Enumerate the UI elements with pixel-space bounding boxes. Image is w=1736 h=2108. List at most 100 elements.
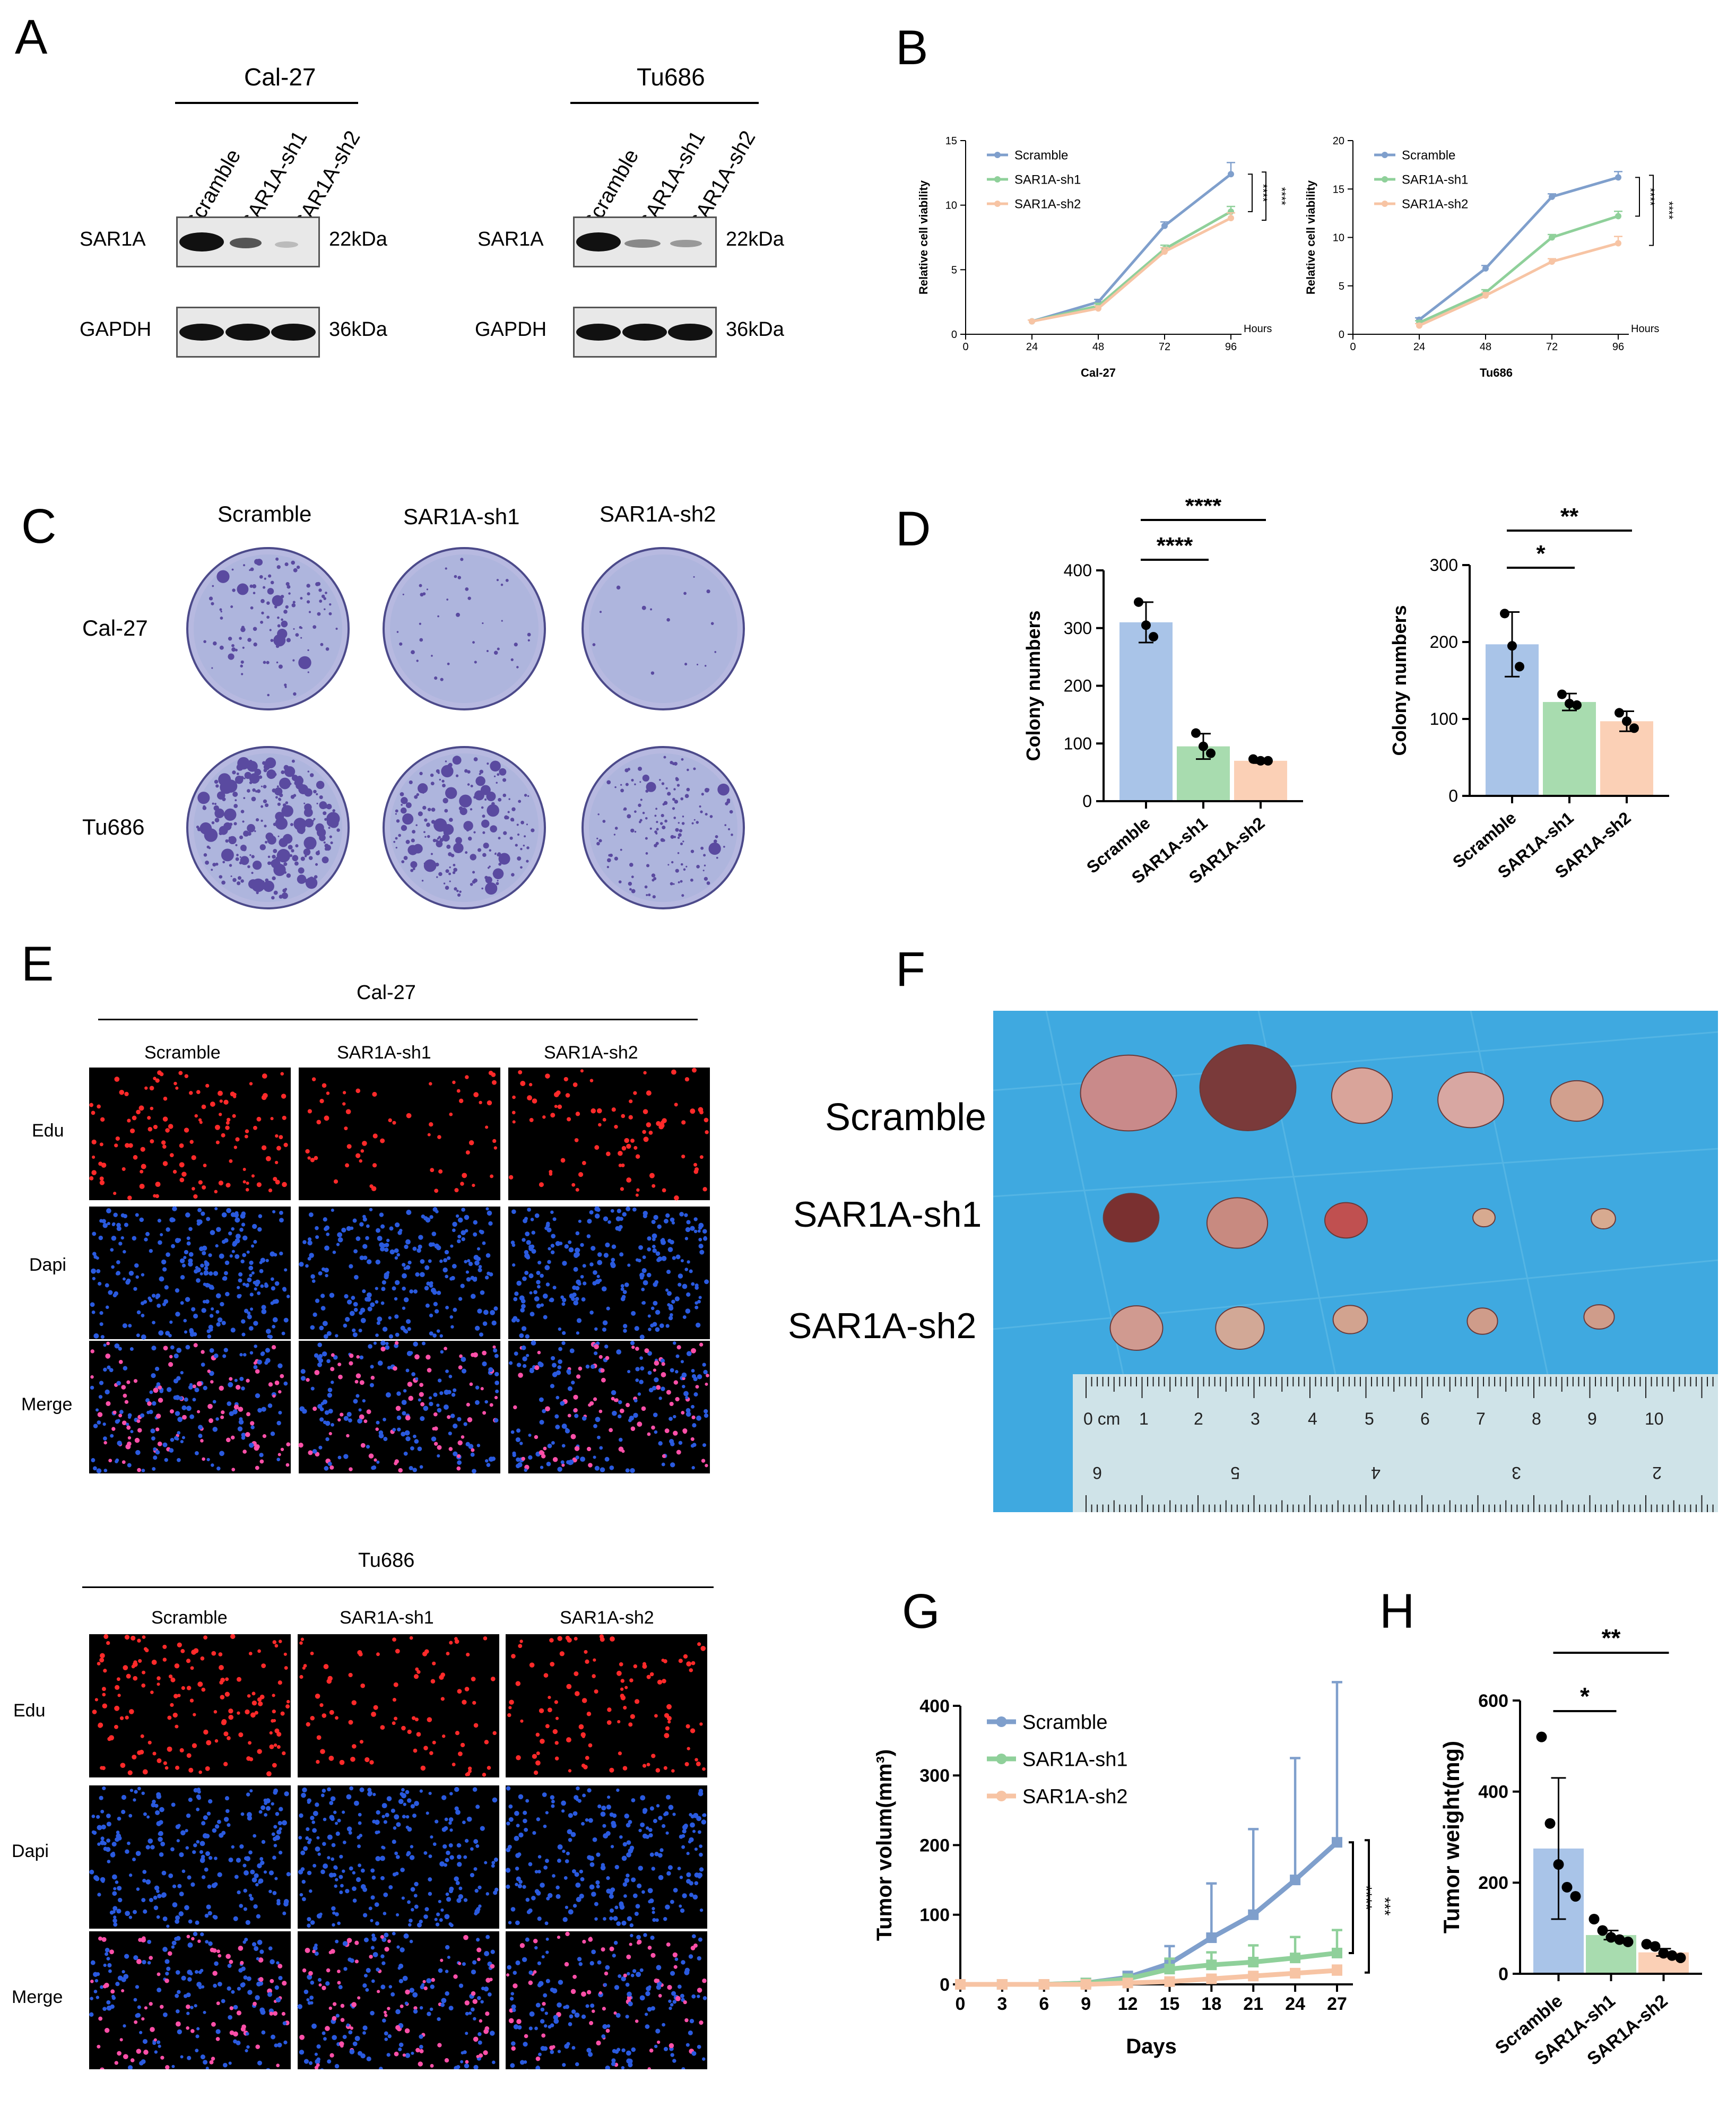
cell-nucleus bbox=[186, 1659, 191, 1663]
panel-letter-b: B bbox=[896, 21, 928, 75]
cell-nucleus bbox=[225, 1121, 230, 1125]
colony bbox=[410, 869, 414, 872]
cell-nucleus bbox=[656, 1979, 660, 1983]
colony bbox=[723, 846, 725, 848]
colony bbox=[315, 582, 319, 586]
cell-nucleus bbox=[213, 1710, 218, 1714]
cell-nucleus bbox=[403, 1802, 406, 1806]
cell-nucleus bbox=[461, 1230, 466, 1236]
cell-nucleus bbox=[260, 1860, 265, 1866]
cell-nucleus bbox=[332, 1923, 335, 1927]
cell-nucleus bbox=[555, 1395, 560, 1400]
cell-nucleus bbox=[153, 1077, 157, 1080]
cell-nucleus bbox=[328, 1755, 334, 1761]
cell-nucleus bbox=[562, 1261, 567, 1266]
cell-nucleus bbox=[462, 1962, 466, 1966]
cell-nucleus bbox=[689, 1837, 694, 1842]
cell-nucleus bbox=[100, 1766, 104, 1770]
cell-nucleus bbox=[167, 1951, 172, 1956]
cell-nucleus bbox=[661, 1372, 666, 1377]
cell-nucleus bbox=[111, 1851, 115, 1855]
cell-nucleus bbox=[189, 1414, 195, 1419]
cell-nucleus bbox=[570, 1832, 576, 1837]
cell-nucleus bbox=[317, 1342, 322, 1347]
cell-nucleus bbox=[189, 1329, 194, 1334]
cell-nucleus bbox=[506, 1973, 510, 1977]
cell-nucleus bbox=[362, 2025, 368, 2031]
colony bbox=[674, 800, 679, 804]
cell-nucleus bbox=[654, 1360, 659, 1366]
cell-nucleus bbox=[179, 1177, 185, 1183]
cell-nucleus bbox=[206, 1458, 210, 1462]
cell-nucleus bbox=[152, 1401, 157, 1406]
blot-band bbox=[225, 324, 270, 341]
cell-nucleus bbox=[511, 1111, 516, 1115]
cell-nucleus bbox=[283, 2040, 288, 2045]
cell-nucleus bbox=[456, 1854, 462, 1860]
cell-nucleus bbox=[658, 1441, 663, 1446]
cell-nucleus bbox=[466, 1402, 470, 1407]
cell-nucleus bbox=[137, 1428, 142, 1433]
cell-nucleus bbox=[179, 1162, 185, 1168]
cell-nucleus bbox=[121, 1460, 126, 1464]
cell-nucleus bbox=[441, 1998, 447, 2003]
cell-nucleus bbox=[121, 1809, 126, 1815]
colony bbox=[690, 878, 693, 882]
cell-nucleus bbox=[572, 1082, 578, 1087]
cell-nucleus bbox=[323, 1817, 327, 1821]
cell-nucleus bbox=[536, 1817, 541, 1821]
cell-nucleus bbox=[691, 1415, 696, 1420]
cell-nucleus bbox=[385, 1392, 391, 1398]
cell-nucleus bbox=[135, 1985, 140, 1989]
cell-nucleus bbox=[697, 1872, 703, 1878]
cell-nucleus bbox=[362, 1399, 366, 1403]
cell-nucleus bbox=[133, 1287, 137, 1291]
tumor bbox=[1332, 1305, 1368, 1334]
colony bbox=[441, 779, 445, 783]
colony bbox=[224, 808, 237, 821]
cell-nucleus bbox=[541, 2033, 546, 2038]
colony bbox=[661, 782, 665, 785]
cell-nucleus bbox=[531, 1340, 536, 1346]
cell-nucleus bbox=[491, 1861, 496, 1865]
cell-nucleus bbox=[552, 1363, 557, 1368]
cell-nucleus bbox=[316, 1735, 322, 1740]
cell-nucleus bbox=[323, 1863, 328, 1869]
cell-nucleus bbox=[453, 1451, 458, 1456]
cell-nucleus bbox=[310, 1651, 314, 1655]
cell-nucleus bbox=[337, 1981, 341, 1985]
colony bbox=[659, 822, 663, 825]
legend-marker bbox=[994, 176, 1001, 183]
cell-nucleus bbox=[414, 1354, 420, 1360]
cell-nucleus bbox=[227, 1823, 231, 1827]
colony bbox=[273, 772, 277, 777]
cell-nucleus bbox=[169, 1355, 173, 1359]
y-tick-label: 0 bbox=[1082, 792, 1092, 811]
cell-nucleus bbox=[596, 1852, 601, 1857]
cell-nucleus bbox=[309, 1253, 314, 1258]
cell-nucleus bbox=[320, 1402, 325, 1406]
cell-nucleus bbox=[448, 1375, 453, 1378]
cell-nucleus bbox=[658, 1994, 662, 1998]
cell-nucleus bbox=[404, 1330, 409, 1334]
cell-nucleus bbox=[253, 1125, 257, 1130]
cell-nucleus bbox=[223, 1348, 228, 1352]
cell-nucleus bbox=[673, 1965, 678, 1969]
colony bbox=[629, 863, 633, 867]
cell-nucleus bbox=[474, 1888, 479, 1893]
cell-nucleus bbox=[239, 1353, 243, 1357]
cell-nucleus bbox=[643, 1137, 649, 1142]
cell-nucleus bbox=[699, 1852, 703, 1857]
cell-nucleus bbox=[403, 1297, 409, 1303]
cell-nucleus bbox=[273, 1253, 277, 1257]
cell-nucleus bbox=[363, 1937, 369, 1942]
blot-size-label: 22kDa bbox=[329, 228, 387, 250]
cell-nucleus bbox=[518, 1070, 523, 1074]
cell-nucleus bbox=[477, 1957, 481, 1962]
cell-nucleus bbox=[695, 1305, 699, 1309]
cell-nucleus bbox=[449, 1923, 454, 1928]
cell-nucleus bbox=[513, 2024, 519, 2029]
cell-nucleus bbox=[213, 1983, 217, 1988]
cell-nucleus bbox=[373, 1341, 377, 1345]
cell-nucleus bbox=[545, 1950, 549, 1954]
